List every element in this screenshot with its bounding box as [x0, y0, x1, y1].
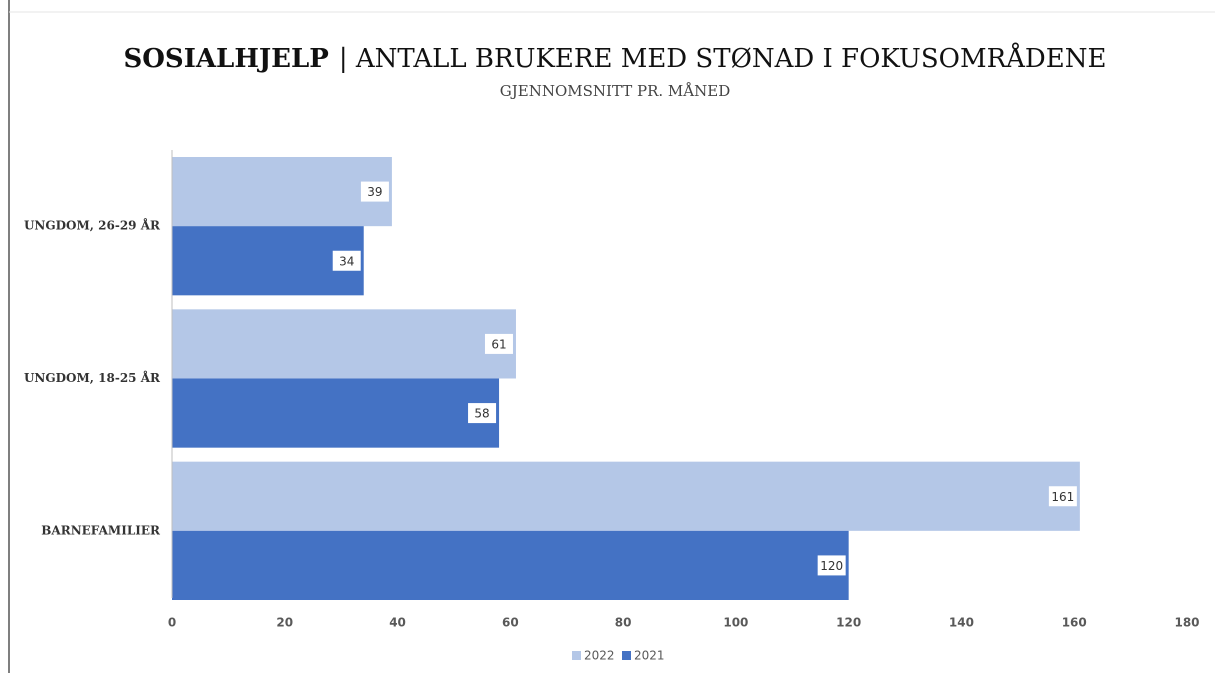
x-tick-label: 20 — [276, 616, 293, 630]
data-label-box — [360, 181, 389, 202]
bar — [172, 530, 849, 600]
x-tick-label: 140 — [949, 616, 974, 630]
legend-label: 2022 — [584, 649, 615, 663]
chart-subtitle: GJENNOMSNITT PR. MÅNED — [500, 82, 730, 100]
chart-title: SOSIALHJELP | ANTALL BRUKERE MED STØNAD I… — [124, 42, 1107, 74]
bar — [172, 157, 392, 227]
data-label: 61 — [491, 337, 506, 351]
x-tick-label: 60 — [502, 616, 519, 630]
title-rest: | ANTALL BRUKERE MED STØNAD I FOKUSOMRÅD… — [339, 42, 1107, 74]
bar — [172, 461, 1080, 531]
x-tick-label: 160 — [1062, 616, 1087, 630]
bar — [172, 378, 500, 448]
data-label: 58 — [474, 407, 489, 421]
category-label: UNGDOM, 26-29 ÅR — [24, 218, 161, 233]
x-tick-label: 0 — [168, 616, 176, 630]
x-tick-label: 40 — [389, 616, 406, 630]
data-label-box — [468, 403, 497, 424]
category-label: UNGDOM, 18-25 ÅR — [24, 370, 161, 385]
data-label: 39 — [367, 185, 382, 199]
data-label-box — [484, 333, 513, 354]
data-label: 120 — [820, 559, 843, 573]
x-tick-label: 180 — [1174, 616, 1199, 630]
data-label-box — [1048, 486, 1077, 507]
data-label-box — [817, 555, 846, 576]
title-bold: SOSIALHJELP — [124, 44, 329, 74]
x-tick-label: 80 — [615, 616, 632, 630]
legend-swatch — [572, 651, 581, 660]
category-label: BARNEFAMILIER — [41, 523, 161, 537]
data-label: 34 — [339, 254, 354, 268]
data-label: 161 — [1051, 490, 1074, 504]
x-tick-label: 100 — [723, 616, 748, 630]
data-label-box — [332, 250, 361, 271]
bar — [172, 226, 364, 296]
legend-label: 2021 — [634, 649, 665, 663]
legend-swatch — [622, 651, 631, 660]
x-tick-label: 120 — [836, 616, 861, 630]
bar — [172, 309, 516, 379]
